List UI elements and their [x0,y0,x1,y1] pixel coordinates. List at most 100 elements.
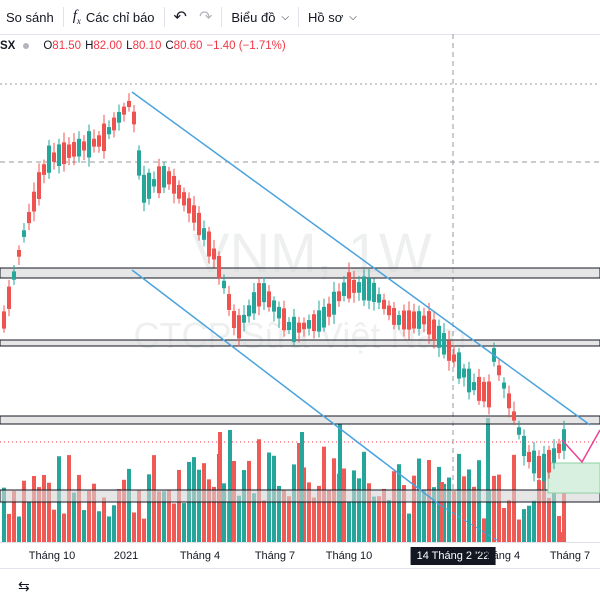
time-tick: Tháng 10 [325,550,373,562]
volume-bar [122,479,126,542]
volume-bar [228,430,232,542]
volume-bar [486,418,490,542]
compare-button[interactable]: So sánh [0,0,60,34]
candle-body [517,427,521,435]
candle-body [432,319,436,341]
volume-bar [2,487,6,542]
time-axis[interactable]: Tháng 10 2021 Tháng 4 Tháng 7 Tháng 10 1… [0,542,600,569]
candle-body [452,354,456,362]
candle-body [242,314,246,323]
channel-lower-trendline [131,269,441,506]
volume-bar [117,489,121,542]
candle-body [222,280,226,289]
volume-bar [372,496,376,542]
compare-label: So sánh [6,9,54,25]
candle-body [172,175,176,194]
volume-bar [137,490,141,542]
close-value: 80.60 [173,40,203,52]
candle-body [367,278,371,301]
volume-bar [112,505,116,542]
volume-bar [452,491,456,542]
candle-body [212,248,216,260]
toolbar-separator [221,7,223,27]
volume-bar [387,499,391,542]
volume-bar [218,432,222,542]
candle-body [372,282,376,302]
profile-menu-label: Hồ sơ [308,9,344,25]
volume-bar [527,505,531,542]
volume-bar [212,486,216,542]
candle-body [502,382,506,389]
indicators-button[interactable]: fx Các chỉ báo [67,0,161,34]
redo-button[interactable]: ↷ [193,0,218,34]
toolbar-separator [163,7,165,27]
symbol-label[interactable]: SX [0,40,16,52]
candle-body [277,306,281,319]
chart-menu-button[interactable]: Biểu đồ ⌵ [225,0,295,34]
candle-body [152,179,156,187]
candle-body [17,249,21,257]
volume-bar [72,492,76,542]
candle-body [532,450,536,474]
volume-bar [547,497,551,542]
candle-body [227,294,231,310]
volume-bar [352,470,356,542]
volume-bar [447,477,451,542]
volume-bar [560,532,564,542]
data-window-icon[interactable]: ⇆ [18,578,30,594]
candle-body [202,228,206,240]
volume-bar [507,499,511,542]
profile-menu-button[interactable]: Hồ sơ ⌵ [302,0,363,34]
volume-bar [22,480,26,542]
candle-body [302,322,306,330]
candle-body [282,308,286,331]
high-value: 82.00 [93,40,123,52]
time-tick: Tháng 7 [549,550,591,562]
volume-bar [382,488,386,542]
candle-body [332,291,336,315]
candle-body [217,255,221,279]
volume-bar [172,503,176,542]
candle-body [187,198,191,214]
candle-body [562,429,566,451]
low-value: 80.10 [132,40,162,52]
candle-body [342,282,346,296]
candle-body [82,141,86,151]
candle-body [27,212,31,224]
volume-bar [397,464,401,542]
undo-button[interactable]: ↶ [168,0,193,34]
volume-bar [262,500,266,542]
candle-body [192,205,196,223]
volume-bar [142,518,146,542]
fx-icon: fx [72,8,81,26]
candle-body [197,212,201,236]
volume-bar [342,468,346,542]
volume-bar [182,503,186,542]
candle-body [497,365,501,376]
candle-body [337,291,341,302]
candle-body [357,282,361,293]
candle-body [382,299,386,310]
candle-body [147,172,151,199]
volume-bar [462,476,466,542]
candle-body [377,294,381,303]
candle-body [287,321,291,331]
indicators-label: Các chỉ báo [85,9,155,25]
volume-bar [367,483,371,542]
candle-body [462,368,466,378]
open-label: O [43,40,53,52]
volume-bar [537,480,541,542]
volume-bar [562,488,566,542]
volume-bar [497,474,501,542]
price-chart[interactable]: VNM, 1W CTCP Sữa Việt Nam [0,34,600,542]
candle-body [62,142,66,164]
volume-bar [307,482,311,542]
candle-body [252,292,256,314]
candle-body [447,340,451,361]
candle-body [552,448,556,462]
candle-body [442,333,446,355]
volume-bar [102,497,106,542]
volume-bar [17,516,21,542]
volume-bar [222,483,226,542]
volume-bar [317,485,321,542]
